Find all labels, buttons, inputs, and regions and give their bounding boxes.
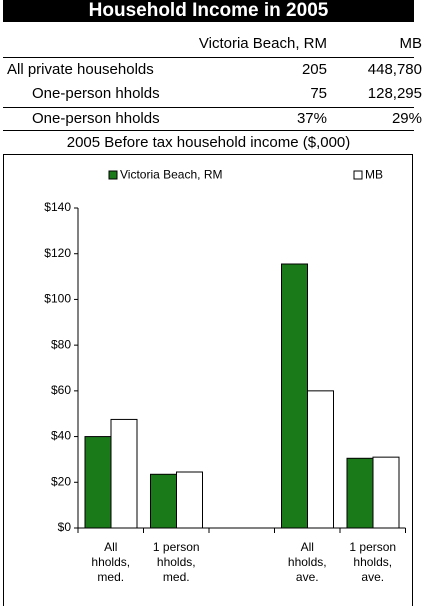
bar: [150, 473, 177, 529]
table-row: One-person hholds 37% 29%: [3, 107, 425, 131]
divider: [3, 107, 414, 108]
cell: 75: [310, 85, 327, 102]
title: Household Income in 2005: [3, 0, 414, 22]
bar: [176, 471, 203, 529]
y-tick-label: $20: [51, 474, 71, 488]
x-tick-label: 1 person hholds, med.: [152, 540, 200, 584]
y-tick-label: $140: [44, 200, 71, 214]
bar: [346, 457, 374, 529]
cell: 448,780: [367, 61, 422, 78]
y-tick-label: $120: [44, 246, 71, 260]
legend-label: MB: [365, 168, 383, 182]
x-tick-label: All hholds, ave.: [287, 540, 327, 584]
cell: 128,295: [367, 85, 422, 102]
cell: 37%: [296, 110, 327, 127]
y-tick-label: $80: [51, 337, 71, 351]
cell: 29%: [391, 110, 422, 127]
bar: [307, 390, 334, 529]
table-row: All private households 205 448,780: [3, 58, 425, 82]
legend-swatch: [353, 170, 363, 180]
divider: [3, 57, 414, 58]
column-header: MB: [399, 35, 423, 52]
chart-frame: [3, 154, 413, 606]
row-label: One-person hholds: [32, 85, 160, 102]
bar: [372, 456, 400, 529]
row-label: One-person hholds: [32, 110, 160, 127]
divider: [3, 130, 414, 131]
cell: 205: [301, 61, 327, 78]
table-row: One-person hholds 75 128,295: [3, 82, 425, 106]
legend-swatch: [108, 170, 118, 180]
y-tick-label: $60: [51, 383, 71, 397]
column-header: Victoria Beach, RM: [198, 35, 327, 52]
bar: [84, 436, 112, 529]
y-tick-label: $0: [58, 520, 72, 534]
bar: [281, 263, 308, 529]
legend-label: Victoria Beach, RM: [120, 168, 223, 182]
header-row: Victoria Beach, RM MB: [3, 32, 425, 56]
row-label: All private households: [7, 61, 154, 78]
y-tick-label: $40: [51, 429, 71, 443]
y-tick-label: $100: [44, 292, 71, 306]
x-tick-label: All hholds, med.: [91, 540, 131, 584]
bar: [110, 418, 138, 529]
x-tick-label: 1 person hholds, ave.: [349, 540, 397, 584]
chart-title: 2005 Before tax household income ($,000): [66, 134, 351, 151]
chart: Victoria Beach, RM MB $0 $20 $40 $60 $80 $100 $1…: [44, 168, 406, 534]
